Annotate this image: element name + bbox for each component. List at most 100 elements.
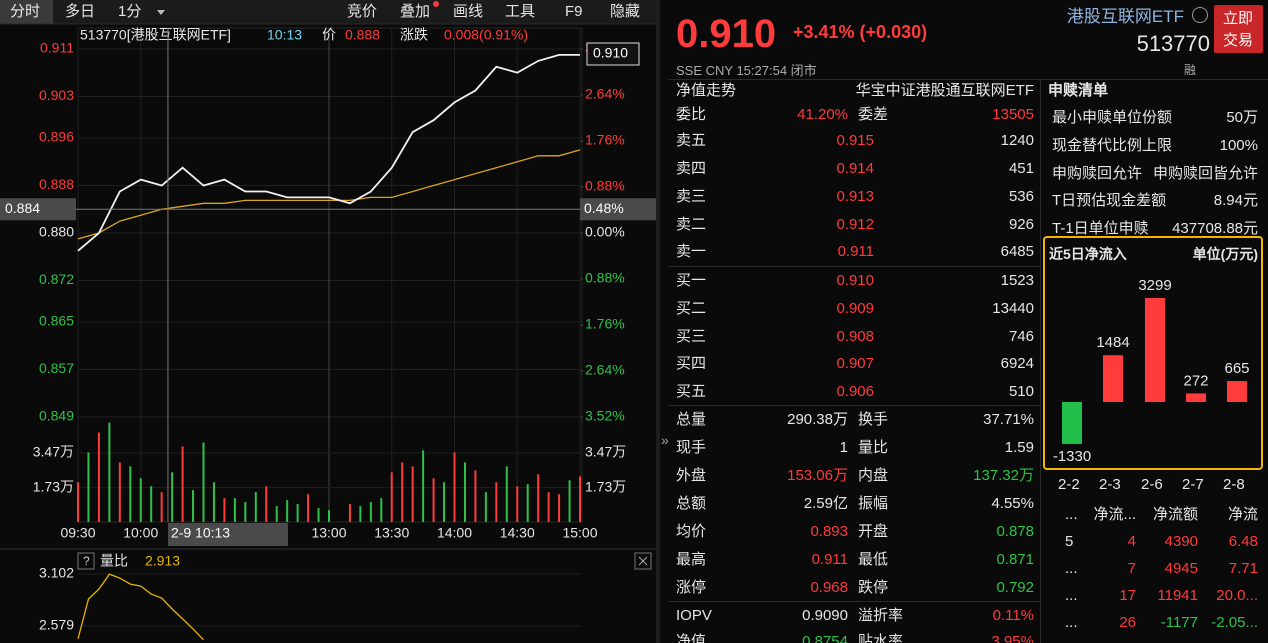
- volume-bar: [328, 510, 330, 522]
- info-icon[interactable]: [1192, 7, 1208, 23]
- tool-button[interactable]: 隐藏: [610, 3, 640, 20]
- crosshair-pct: 0.48%: [584, 200, 624, 216]
- trade-button-text[interactable]: 立即: [1223, 9, 1254, 27]
- last-price-bg: [586, 42, 640, 66]
- book-level-label: 卖三: [676, 187, 707, 205]
- help-mark: ?: [83, 554, 90, 568]
- volume-tick-label: 3.47万: [33, 444, 74, 460]
- crosshair-time-bg: [167, 523, 288, 546]
- y2-tick-label: 0.88%: [585, 178, 625, 194]
- chart-header-change: 0.008(0.91%): [444, 27, 528, 43]
- highlight-box: [1043, 236, 1263, 470]
- creation-label: 现金替代比例上限: [1052, 136, 1173, 154]
- volume-bar: [348, 504, 351, 522]
- column-divider: [1040, 80, 1041, 643]
- stat-label: 量比: [858, 438, 889, 456]
- book-label: 委比: [676, 105, 707, 123]
- overlay-dot: [433, 1, 439, 7]
- volume-bar: [192, 490, 195, 522]
- netflow-date: 2-7: [1182, 475, 1204, 493]
- tab[interactable]: 多日: [65, 3, 95, 20]
- volume-bar: [108, 422, 111, 522]
- volume-bar: [401, 462, 404, 522]
- volume-bar: [474, 470, 477, 522]
- stat-label: IOPV: [676, 606, 712, 624]
- creation-value: 申购赎回皆允许: [1152, 164, 1258, 182]
- book-value: 41.20%: [797, 105, 848, 123]
- section-title: 申赎清单: [1048, 81, 1109, 99]
- x-tick-label: 13:00: [311, 525, 346, 541]
- volume-bar: [537, 474, 540, 522]
- stat-value: 0.871: [996, 550, 1034, 568]
- book-separator: [668, 601, 1040, 602]
- book-price: 0.915: [836, 131, 874, 149]
- tab[interactable]: 分时: [10, 3, 40, 20]
- book-price: 0.909: [836, 299, 874, 317]
- stat-value: 0.8754: [802, 632, 848, 643]
- table-cell: 4: [1127, 532, 1136, 550]
- volume-bar: [369, 502, 372, 522]
- volume-bar: [317, 508, 320, 522]
- book-level-label: 卖一: [676, 242, 707, 260]
- close-icon[interactable]: [638, 556, 648, 566]
- stat-label: 贴水率: [858, 632, 904, 643]
- volume-bar: [212, 482, 215, 522]
- stat-value: 290.38万: [787, 410, 848, 428]
- stat-label: 跌停: [858, 578, 889, 596]
- y2-tick-label: 0.88%: [585, 270, 625, 286]
- netflow-unit: 单位(万元): [1192, 246, 1258, 262]
- book-label: 委差: [858, 105, 889, 123]
- stat-value: 137.32万: [973, 466, 1034, 484]
- table-header: 净流: [1227, 505, 1258, 523]
- volume-bar: [233, 498, 236, 522]
- tab[interactable]: 1分: [118, 3, 141, 20]
- book-value: 13505: [992, 105, 1034, 123]
- nav-link[interactable]: 净值走势: [676, 81, 737, 99]
- volume-bar: [296, 504, 299, 522]
- table-cell: -2.05...: [1211, 613, 1258, 631]
- netflow-date: 2-8: [1223, 475, 1245, 493]
- book-level-label: 买四: [676, 354, 707, 372]
- dropdown-arrow[interactable]: [157, 10, 165, 15]
- table-cell: 5: [1065, 532, 1074, 550]
- stat-label: 总量: [676, 410, 707, 428]
- volume-bar: [411, 466, 414, 522]
- book-volume: 746: [1008, 327, 1034, 345]
- stat-label: 外盘: [676, 466, 707, 484]
- trade-button[interactable]: [1214, 5, 1263, 53]
- stat-label: 最低: [858, 550, 889, 568]
- volume-tick-label: 3.47万: [585, 444, 626, 460]
- stat-value: 1: [839, 438, 848, 456]
- stat-value: 0.893: [810, 522, 848, 540]
- netflow-bar: [1103, 355, 1123, 402]
- volume-bar: [87, 452, 90, 522]
- book-level-label: 买五: [676, 382, 707, 400]
- ratio-value: 2.913: [145, 553, 180, 569]
- tool-button[interactable]: 工具: [505, 3, 535, 20]
- table-header: ...: [1065, 505, 1078, 523]
- table-cell: 4945: [1164, 559, 1198, 577]
- expand-icon[interactable]: »: [661, 432, 669, 448]
- tool-button[interactable]: 竞价: [347, 2, 377, 20]
- tool-button[interactable]: F9: [565, 3, 583, 20]
- stat-value: 0.11%: [992, 606, 1034, 624]
- volume-bar: [254, 492, 257, 522]
- trade-button-text[interactable]: 交易: [1223, 31, 1254, 49]
- book-price: 0.914: [836, 159, 874, 177]
- table-cell: 7.71: [1228, 559, 1258, 577]
- book-volume: 1523: [1000, 271, 1034, 289]
- tool-button[interactable]: 画线: [453, 3, 483, 20]
- book-level-label: 卖二: [676, 215, 707, 233]
- help-box[interactable]: [77, 552, 95, 570]
- close-box[interactable]: [634, 552, 652, 570]
- tool-button[interactable]: 叠加: [400, 3, 430, 20]
- x-tick-label: 15:00: [562, 525, 597, 541]
- stat-value: 4.55%: [991, 494, 1034, 512]
- creation-label: 申购赎回允许: [1052, 164, 1143, 182]
- book-price: 0.907: [836, 354, 874, 372]
- market-status: SSE CNY 15:27:54 闭市: [676, 62, 817, 78]
- y2-tick-label: 2.64%: [585, 362, 625, 378]
- last-price: 0.910: [593, 45, 628, 61]
- y2-tick-label: 2.64%: [585, 86, 625, 102]
- active-tab-bg: [0, 0, 53, 24]
